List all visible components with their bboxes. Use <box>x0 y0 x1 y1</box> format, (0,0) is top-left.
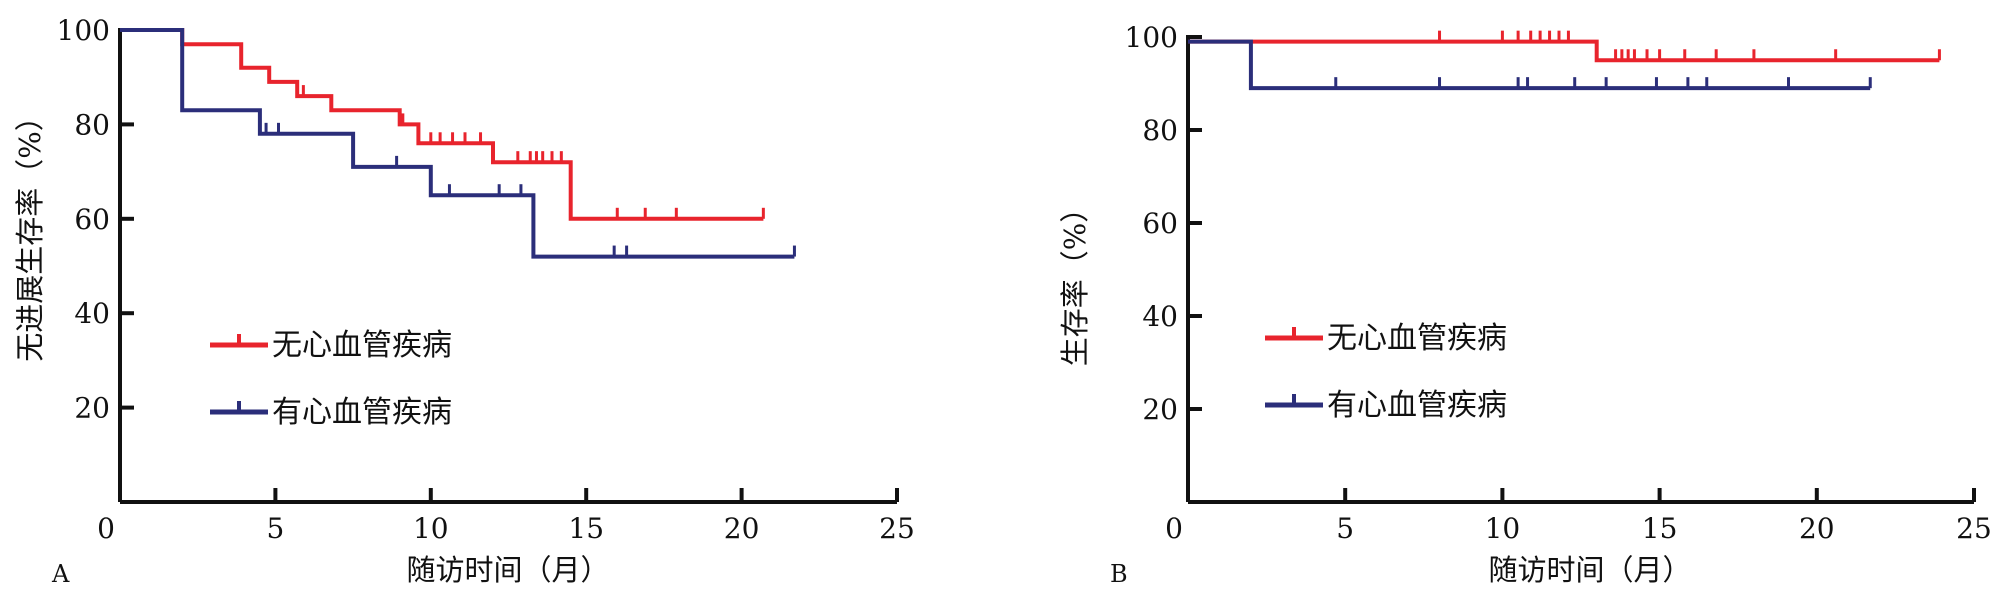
x-tick-label: 25 <box>879 512 915 545</box>
y-tick-label: 40 <box>1142 300 1178 333</box>
x-tick-label: 5 <box>266 512 284 545</box>
panel-b-tag: B <box>1110 560 1128 588</box>
x-tick-label: 5 <box>1336 512 1354 545</box>
legend-label: 无心血管疾病 <box>272 328 452 363</box>
x-tick-label: 10 <box>1485 512 1521 545</box>
x-tick-label: 10 <box>413 512 449 545</box>
y-tick-label: 100 <box>57 14 110 47</box>
legend-label: 有心血管疾病 <box>272 395 452 430</box>
panel-a-tag: A <box>51 560 70 588</box>
x-tick-label: 20 <box>724 512 760 545</box>
x-tick-label: 15 <box>568 512 604 545</box>
y-tick-label: 40 <box>74 297 110 330</box>
legend-label: 无心血管疾病 <box>1327 321 1507 356</box>
y-tick-label: 100 <box>1125 21 1178 54</box>
y-tick-label: 60 <box>74 203 110 236</box>
y-tick-label: 80 <box>1142 114 1178 147</box>
legend-label: 有心血管疾病 <box>1327 388 1507 423</box>
panel-b: B 生存率（%） 随访时间（月） 0 5 10 15 20 25 20 40 60 80 100 无心… <box>1058 21 1992 588</box>
panel-b-ylabel: 生存率（%） <box>1058 194 1092 367</box>
survival-curve-cvd <box>120 28 795 259</box>
panel-b-xlabel: 随访时间（月） <box>1488 553 1691 587</box>
y-tick-label: 20 <box>74 392 110 425</box>
survival-curve-no-cvd <box>1188 39 1940 63</box>
x-tick-label: 0 <box>1165 512 1183 545</box>
panel-a: A 无进展生存率（%） 随访时间（月） 0 5 10 15 20 25 20 40 60 80 10… <box>13 14 915 588</box>
panel-a-ylabel: 无进展生存率（%） <box>13 102 47 362</box>
x-tick-label: 25 <box>1956 512 1992 545</box>
panel-a-xlabel: 随访时间（月） <box>406 553 609 587</box>
x-tick-label: 15 <box>1642 512 1678 545</box>
x-tick-label: 20 <box>1799 512 1835 545</box>
y-tick-label: 80 <box>74 108 110 141</box>
x-tick-label: 0 <box>97 512 115 545</box>
y-tick-label: 20 <box>1142 393 1178 426</box>
y-tick-label: 60 <box>1142 207 1178 240</box>
survival-curve-no-cvd <box>120 28 764 221</box>
survival-curve-cvd <box>1188 39 1871 91</box>
